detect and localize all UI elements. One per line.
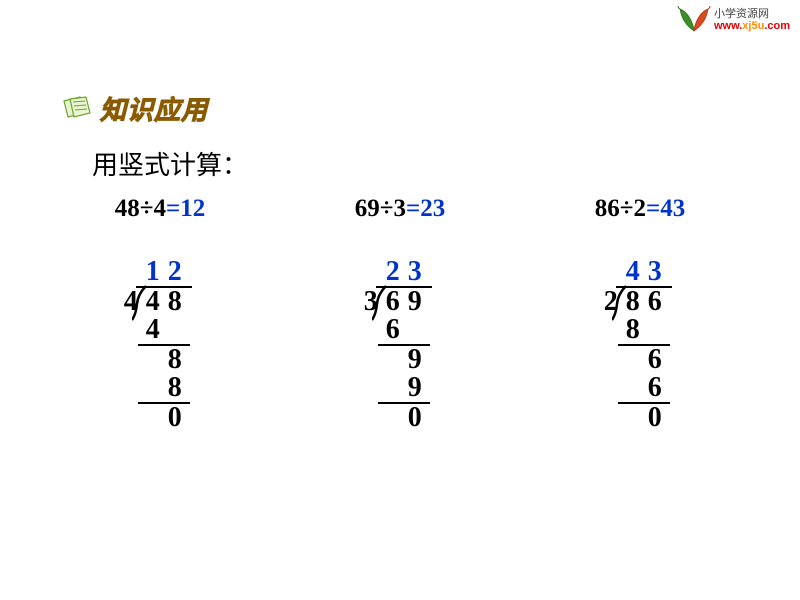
quotient-row: 12 [120,258,205,286]
dividend-digit: 8 [164,288,186,316]
equation: 86÷2=43 [595,195,685,223]
work-digit: 8 [164,346,186,374]
work-digit: 0 [404,404,426,432]
divisor: 4 [120,288,142,316]
quotient-digit: 2 [164,258,186,286]
work-digit: 0 [644,404,666,432]
work-row: 9 [360,346,445,374]
work-row: 8 [120,346,205,374]
problem: 48÷4=12 12448 4 8 8 0 [115,195,205,432]
dividend-digit: 6 [644,288,666,316]
equation-lhs: 69÷3 [355,195,406,222]
work-row: 0 [360,404,445,432]
equation-answer: =12 [166,195,205,222]
work-row: 4 [120,316,205,344]
long-division: 43286 8 6 6 0 [600,258,685,432]
work-row: 6 [600,374,685,402]
work-row: 0 [600,404,685,432]
site-logo: 小学资源网 www.xj5u.com [676,5,790,35]
work-row: 0 [120,404,205,432]
leaf-icon [676,5,712,35]
work-digit: 0 [164,404,186,432]
equation-answer: =43 [646,195,685,222]
dividend-digit: 8 [622,288,644,316]
quotient-digit: 3 [404,258,426,286]
problems-container: 48÷4=12 12448 4 8 8 069÷3=23 23369 6 9 9… [0,195,800,432]
divisor-dividend-row: 286 [600,288,685,316]
dividend-digit: 6 [382,288,404,316]
divisor-dividend-row: 448 [120,288,205,316]
logo-url: www.xj5u.com [714,20,790,32]
quotient-row: 23 [360,258,445,286]
work-row: 8 [600,316,685,344]
quotient-digit: 3 [644,258,666,286]
quotient-digit: 2 [382,258,404,286]
divisor: 3 [360,288,382,316]
dividend-digit: 4 [142,288,164,316]
long-division: 12448 4 8 8 0 [120,258,205,432]
logo-cn: 小学资源网 [714,8,790,20]
logo-text: 小学资源网 www.xj5u.com [714,8,790,32]
section-title: 知识应用 [100,90,208,127]
quotient-digit: 4 [622,258,644,286]
problem: 69÷3=23 23369 6 9 9 0 [355,195,445,432]
section-header: 知识应用 [60,90,208,127]
paper-icon [60,95,94,123]
equation-lhs: 86÷2 [595,195,646,222]
long-division: 23369 6 9 9 0 [360,258,445,432]
instruction-text: 用竖式计算： [92,145,248,182]
dividend-digit: 9 [404,288,426,316]
work-digit: 8 [164,374,186,402]
work-digit: 9 [404,374,426,402]
work-row: 8 [120,374,205,402]
work-digit: 6 [644,346,666,374]
equation: 69÷3=23 [355,195,445,223]
equation-answer: =23 [406,195,445,222]
work-row: 6 [600,346,685,374]
work-digit: 9 [404,346,426,374]
divisor-dividend-row: 369 [360,288,445,316]
problem: 86÷2=43 43286 8 6 6 0 [595,195,685,432]
divisor: 2 [600,288,622,316]
equation-lhs: 48÷4 [115,195,166,222]
quotient-digit: 1 [142,258,164,286]
work-digit: 6 [382,316,404,344]
work-row: 9 [360,374,445,402]
work-digit: 4 [142,316,164,344]
equation: 48÷4=12 [115,195,205,223]
work-digit: 8 [622,316,644,344]
work-row: 6 [360,316,445,344]
work-digit: 6 [644,374,666,402]
quotient-row: 43 [600,258,685,286]
